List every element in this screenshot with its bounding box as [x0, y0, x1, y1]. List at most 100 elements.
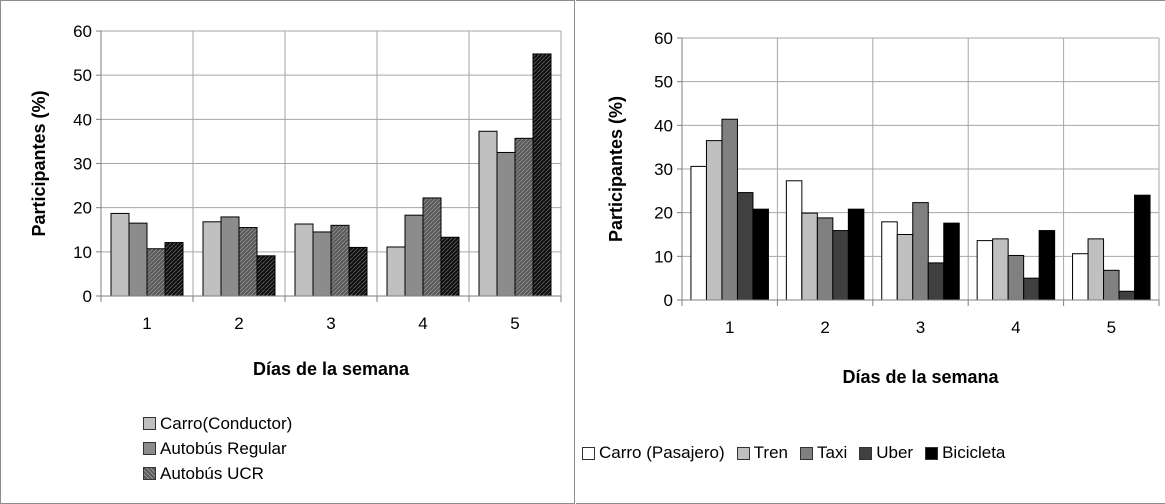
bar-uber-cat-5	[1118, 290, 1136, 301]
bar-taxi-cat-3	[912, 202, 929, 301]
y-axis-title: Participantes (%)	[29, 90, 49, 236]
bar-bicicleta-cat-5	[1134, 194, 1151, 301]
legend-swatch	[736, 446, 750, 460]
bar-autob-s-regular-cat-4	[404, 214, 424, 297]
legend-label: Uber	[876, 443, 914, 462]
y-tick-label: 60	[654, 29, 673, 48]
legend-item: Autobús Regular	[143, 436, 292, 461]
bar-taxi-cat-4	[1007, 254, 1025, 301]
bar-carro-pasajero-cat-2	[785, 180, 803, 301]
bar-uber-cat-4	[1023, 277, 1040, 301]
bar-tren-cat-3	[896, 234, 914, 301]
x-tick-label: 1	[142, 314, 151, 333]
x-axis-title: Días de la semana	[253, 359, 410, 379]
bar-tren-cat-4	[992, 238, 1009, 301]
bar-uber-cat-1	[736, 192, 754, 301]
x-tick-label: 5	[510, 314, 519, 333]
legend-item: Tren	[736, 443, 788, 463]
x-tick-label: 5	[1107, 318, 1116, 337]
y-tick-label: 30	[654, 160, 673, 179]
bar-carro-conductor-cat-5	[478, 130, 498, 297]
bar-carro-pasajero-cat-4	[976, 240, 994, 301]
legend-right: Carro (Pasajero) Tren Taxi Uber Bicicleta	[582, 443, 1017, 463]
x-tick-label: 3	[326, 314, 335, 333]
bar-carro-conductor-cat-1	[110, 212, 130, 297]
bar-series-3-cat-1	[164, 242, 184, 297]
bar-series-3-cat-3	[348, 246, 368, 297]
chart-panel-left: 0 10 20 30 40 50 60 1 2 3 4 5 Días de la semana Parti…	[0, 0, 575, 504]
x-tick-label: 4	[1011, 318, 1020, 337]
legend-label: Bicicleta	[942, 443, 1006, 462]
x-tick-label: 2	[234, 314, 243, 333]
bar-uber-cat-3	[927, 262, 945, 301]
y-tick-label: 20	[73, 199, 92, 218]
y-tick-label: 10	[654, 247, 673, 266]
bar-bicicleta-cat-4	[1038, 230, 1056, 301]
bar-series-3-cat-4	[440, 236, 460, 297]
legend-item: Carro(Conductor)	[143, 411, 292, 436]
bar-autob-s-regular-cat-3	[312, 231, 332, 297]
chart-left-svg: 0 10 20 30 40 50 60 1 2 3 4 5 Días de la semana Parti…	[29, 22, 562, 379]
legend-swatch	[143, 442, 156, 455]
bar-autob-s-ucr-cat-3	[330, 224, 350, 297]
bar-autob-s-ucr-cat-2	[238, 227, 258, 297]
bar-taxi-cat-2	[816, 217, 834, 301]
x-tick-label: 1	[725, 318, 734, 337]
legend-swatch	[859, 446, 873, 460]
chart-panel-right: 0 10 20 30 40 50 60 1 2 3 4 5 Días de la semana Parti…	[576, 0, 1165, 504]
bar-carro-pasajero-cat-3	[881, 221, 898, 301]
bar-bicicleta-cat-1	[752, 208, 769, 301]
x-axis-title: Días de la semana	[842, 367, 999, 387]
x-tick-label: 2	[820, 318, 829, 337]
bar-carro-conductor-cat-3	[294, 223, 314, 297]
bar-autob-s-regular-cat-5	[496, 151, 516, 297]
legend-label: Carro(Conductor)	[160, 413, 293, 433]
bar-autob-s-ucr-cat-1	[146, 248, 166, 297]
bar-series-3-cat-5	[532, 53, 552, 297]
y-tick-label: 0	[83, 287, 92, 306]
bar-carro-conductor-cat-2	[202, 221, 222, 297]
legend-item: Carro (Pasajero)	[582, 443, 725, 463]
y-tick-label: 40	[73, 110, 92, 129]
x-tick-label: 3	[916, 318, 925, 337]
legend-swatch	[582, 446, 595, 460]
legend-item: Autobús UCR	[143, 461, 292, 486]
legend-swatch	[143, 467, 156, 480]
legend-swatch	[143, 417, 156, 430]
legend-label: Taxi	[816, 443, 848, 462]
bar-autob-s-regular-cat-2	[220, 216, 240, 297]
y-tick-label: 50	[73, 66, 92, 85]
y-tick-label: 40	[654, 116, 673, 135]
legend-label: Tren	[753, 443, 788, 462]
y-tick-label: 20	[654, 204, 673, 223]
bar-tren-cat-1	[705, 140, 723, 301]
y-tick-label: 50	[654, 73, 673, 92]
bar-tren-cat-2	[801, 212, 818, 301]
bar-autob-s-ucr-cat-5	[514, 137, 534, 297]
legend-label: Autobús UCR	[160, 463, 264, 483]
bar-bicicleta-cat-2	[847, 208, 865, 301]
chart-right-svg: 0 10 20 30 40 50 60 1 2 3 4 5 Días de la semana Parti…	[606, 29, 1160, 387]
y-axis-title: Participantes (%)	[606, 96, 626, 242]
y-tick-label: 10	[73, 243, 92, 262]
bar-series-3-cat-2	[256, 255, 276, 297]
legend-swatch	[925, 446, 939, 460]
x-tick-label: 4	[418, 314, 427, 333]
legend-label: Autobús Regular	[160, 438, 287, 458]
legend-item: Taxi	[799, 443, 848, 463]
bar-autob-s-ucr-cat-4	[422, 197, 442, 297]
y-tick-label: 0	[664, 291, 673, 310]
legend-left: Carro(Conductor) Autobús Regular Autobús U…	[143, 411, 292, 486]
bar-carro-pasajero-cat-5	[1072, 253, 1089, 301]
legend-label: Carro (Pasajero)	[599, 443, 725, 462]
bar-tren-cat-5	[1087, 238, 1105, 301]
bar-taxi-cat-5	[1103, 269, 1120, 301]
bar-taxi-cat-1	[721, 118, 738, 301]
bar-carro-conductor-cat-4	[386, 246, 406, 297]
y-tick-label: 30	[73, 155, 92, 174]
bar-uber-cat-2	[832, 230, 849, 301]
bar-bicicleta-cat-3	[943, 222, 960, 301]
bar-autob-s-regular-cat-1	[128, 222, 148, 297]
legend-item: Bicicleta	[925, 443, 1005, 463]
bar-carro-pasajero-cat-1	[690, 165, 707, 301]
